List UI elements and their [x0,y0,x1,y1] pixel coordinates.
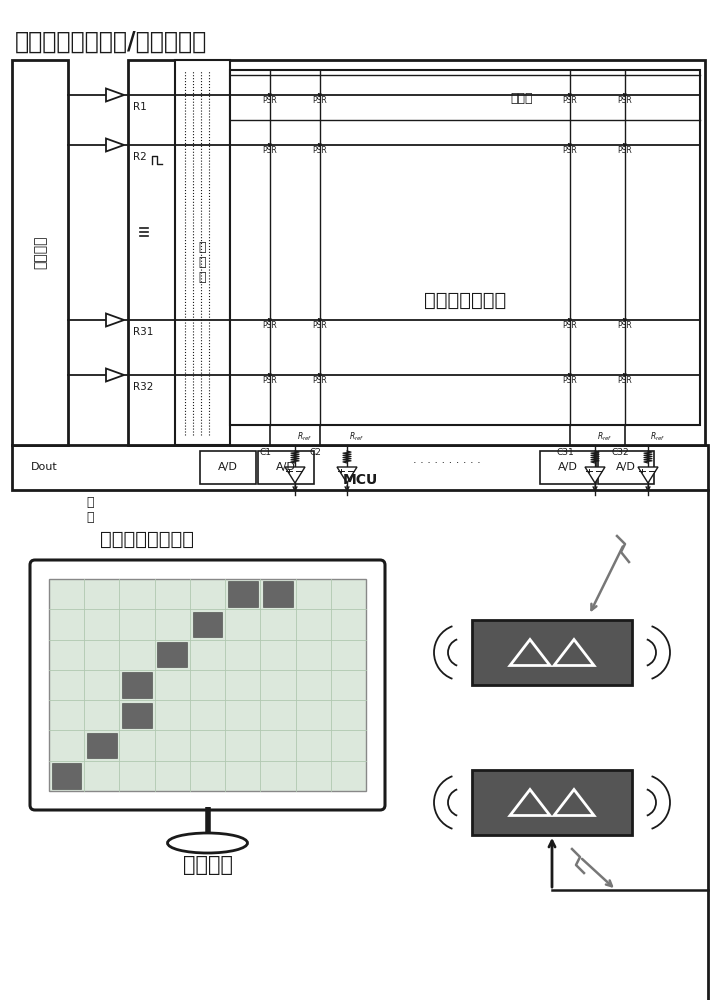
Text: $R_{ref}$: $R_{ref}$ [349,430,364,443]
Text: PSR: PSR [313,96,327,105]
Text: PSR: PSR [562,376,578,385]
Text: PSR: PSR [618,146,632,155]
Text: Dout: Dout [30,462,58,473]
Text: $R_{ref}$: $R_{ref}$ [297,430,312,443]
Text: $R_{ref}$: $R_{ref}$ [597,430,612,443]
Text: C2: C2 [309,448,321,457]
Bar [258,451,314,484]
Bar [52,763,81,789]
Bar [123,672,152,698]
Polygon shape [106,138,124,151]
Polygon shape [106,314,124,326]
Bar [12,60,68,445]
Bar [472,620,632,685]
Text: PSR: PSR [313,321,327,330]
Text: 显示压力分布成像: 显示压力分布成像 [100,530,194,549]
Text: PSR: PSR [262,321,278,330]
Text: A/D: A/D [616,462,636,472]
Text: . . . . . . . . . .: . . . . . . . . . . [413,455,481,465]
Text: PSR: PSR [618,321,632,330]
Text: 行选择器: 行选择器 [33,236,47,269]
FancyBboxPatch shape [30,560,385,810]
Text: R1: R1 [133,102,147,112]
Bar [157,642,187,667]
Text: PSR: PSR [262,376,278,385]
Bar [598,451,654,484]
Text: A/D: A/D [558,462,578,472]
Bar [263,581,293,607]
Text: C31: C31 [556,448,574,457]
Text: R32: R32 [133,382,154,392]
Polygon shape [585,467,605,483]
Text: $R_{ref}$: $R_{ref}$ [650,430,665,443]
Text: PSR: PSR [562,321,578,330]
Text: C1: C1 [259,448,271,457]
Text: PSR: PSR [262,96,278,105]
Text: 列
电
极: 列 电 极 [199,241,206,284]
Polygon shape [106,368,124,381]
Text: PSR: PSR [562,96,578,105]
Text: PSR: PSR [618,376,632,385]
Bar [128,60,705,445]
Text: 行电极: 行电极 [510,92,533,104]
Bar [472,770,632,835]
Polygon shape [337,467,357,483]
Bar [230,70,700,425]
Text: MCU: MCU [342,473,378,487]
Text: A/D: A/D [276,462,296,472]
Polygon shape [638,467,658,483]
Text: 压力成像系统硬件/软件示意图: 压力成像系统硬件/软件示意图 [15,30,207,54]
Text: PSR: PSR [262,146,278,155]
Bar [123,703,152,728]
Bar [175,60,230,445]
Bar [200,451,256,484]
Text: PSR: PSR [562,146,578,155]
Text: R2: R2 [133,152,147,162]
Text: 触觉传感器阵列: 触觉传感器阵列 [424,291,506,310]
Text: PSR: PSR [313,376,327,385]
Bar [540,451,596,484]
Text: C32: C32 [611,448,629,457]
Bar [87,733,117,758]
Polygon shape [285,467,305,483]
Text: A/D: A/D [218,462,238,472]
Polygon shape [106,89,124,102]
Bar [12,445,708,490]
Text: 控
制: 控 制 [87,496,94,524]
Bar [193,612,222,637]
Bar [228,581,257,607]
Text: R31: R31 [133,327,154,337]
Text: PSR: PSR [313,146,327,155]
Text: PSR: PSR [618,96,632,105]
Bar [49,579,366,791]
Ellipse shape [167,833,247,853]
Text: 用户界面: 用户界面 [182,855,232,875]
